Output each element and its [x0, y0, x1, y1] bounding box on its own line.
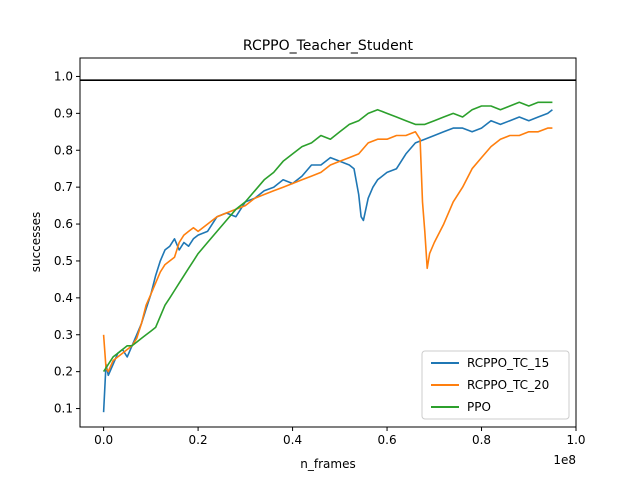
y-tick-label: 0.8 — [54, 143, 73, 157]
plot-area — [80, 79, 576, 413]
legend-label: PPO — [467, 400, 491, 414]
axes-frame — [79, 57, 577, 428]
legend-box — [421, 350, 570, 420]
y-tick-label: 0.6 — [54, 217, 73, 231]
y-tick-label: 0.5 — [54, 254, 73, 268]
x-tick-label: 0.4 — [283, 433, 302, 447]
x-tick-label: 1.0 — [566, 433, 585, 447]
x-axis-label: n_frames — [300, 457, 355, 471]
legend-label: RCPPO_TC_20 — [467, 378, 549, 392]
y-tick-label: 0.9 — [54, 106, 73, 120]
y-tick-label: 1.0 — [54, 69, 73, 83]
y-tick-label: 0.2 — [54, 365, 73, 379]
x-axis-offset-label: 1e8 — [553, 453, 576, 467]
series-line-rcppo-tc-20 — [102, 127, 553, 373]
x-tick-label: 0.6 — [378, 433, 397, 447]
chart-title: RCPPO_Teacher_Student — [243, 38, 414, 54]
x-tick-label: 0.2 — [189, 433, 208, 447]
y-axis-ticks: 0.1 0.2 0.3 0.4 0.5 0.6 0.7 0.8 0.9 1.0 — [54, 69, 80, 416]
x-tick-label: 0.8 — [472, 433, 491, 447]
legend-label: RCPPO_TC_15 — [467, 356, 549, 370]
legend: RCPPO_TC_15 RCPPO_TC_20 PPO — [421, 350, 570, 420]
y-tick-label: 0.7 — [54, 180, 73, 194]
legend-items: RCPPO_TC_15 RCPPO_TC_20 PPO — [431, 356, 549, 414]
y-tick-label: 0.3 — [54, 328, 73, 342]
y-tick-label: 0.4 — [54, 291, 73, 305]
x-axis-ticks: 0.0 0.2 0.4 0.6 0.8 1.0 — [94, 427, 586, 447]
y-tick-label: 0.1 — [54, 402, 73, 416]
series-layer — [102, 101, 553, 413]
series-line-ppo — [102, 101, 553, 373]
y-axis-label: successes — [29, 212, 43, 273]
x-tick-label: 0.0 — [94, 433, 113, 447]
